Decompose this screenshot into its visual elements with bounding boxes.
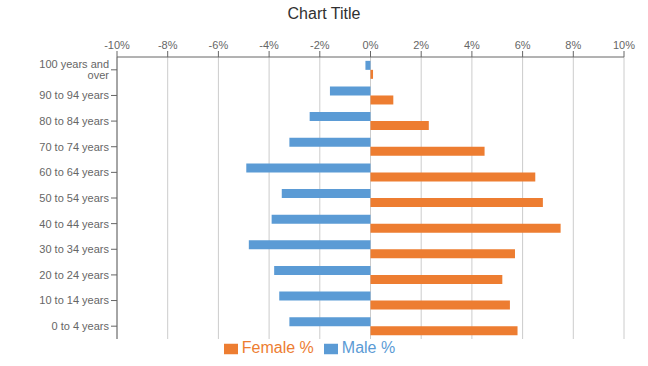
svg-text:0 to 4 years: 0 to 4 years bbox=[52, 320, 110, 332]
svg-text:-6%: -6% bbox=[209, 39, 229, 51]
svg-text:40 to 44 years: 40 to 44 years bbox=[39, 218, 109, 230]
svg-text:-10%: -10% bbox=[104, 39, 130, 51]
svg-text:90 to 94 years: 90 to 94 years bbox=[39, 89, 109, 101]
svg-text:2%: 2% bbox=[413, 39, 429, 51]
svg-text:0%: 0% bbox=[363, 39, 379, 51]
svg-text:10%: 10% bbox=[613, 39, 635, 51]
svg-text:-4%: -4% bbox=[259, 39, 279, 51]
svg-text:-2%: -2% bbox=[310, 39, 330, 51]
svg-text:30 to 34 years: 30 to 34 years bbox=[39, 243, 109, 255]
svg-text:100 years andover: 100 years andover bbox=[39, 58, 109, 81]
svg-text:60 to 64 years: 60 to 64 years bbox=[39, 166, 109, 178]
svg-text:50 to 54 years: 50 to 54 years bbox=[39, 192, 109, 204]
svg-text:6%: 6% bbox=[515, 39, 531, 51]
html-text:Chart Title: Chart Title bbox=[287, 5, 361, 22]
svg-text:4%: 4% bbox=[464, 39, 480, 51]
svg-text:80 to 84 years: 80 to 84 years bbox=[39, 115, 109, 127]
svg-text:70 to 74 years: 70 to 74 years bbox=[39, 141, 109, 153]
svg-text:20 to 24 years: 20 to 24 years bbox=[39, 269, 109, 281]
svg-text:10 to 14 years: 10 to 14 years bbox=[39, 294, 109, 306]
html-text:Male %: Male % bbox=[341, 339, 396, 356]
svg-text:-8%: -8% bbox=[158, 39, 178, 51]
svg-text:8%: 8% bbox=[565, 39, 581, 51]
html-text:Female %: Female % bbox=[241, 339, 314, 356]
